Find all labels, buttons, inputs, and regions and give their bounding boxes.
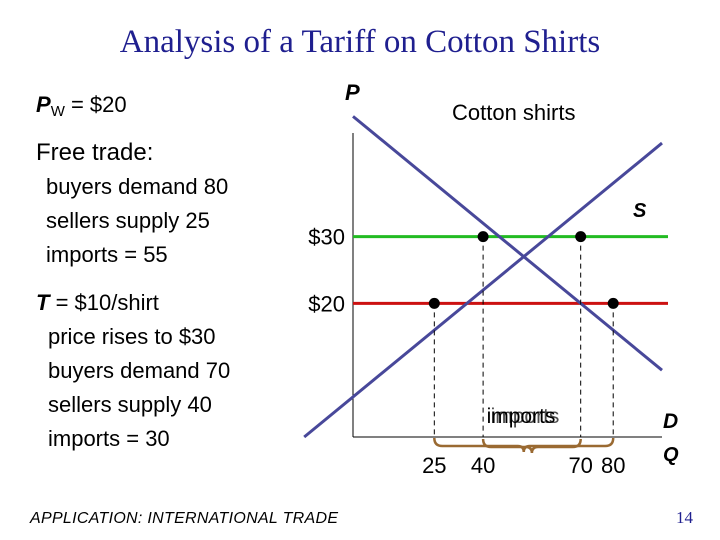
tariff-line: sellers supply 40 [48, 392, 212, 417]
tariff-line: imports = 30 [48, 426, 170, 451]
demand-curve [352, 115, 663, 372]
equilibrium-point [428, 297, 440, 309]
y-tick-label: $20 [308, 291, 345, 316]
tariff-line: price rises to $30 [48, 324, 216, 349]
world-price-subscript: W [50, 103, 65, 120]
imports-label: imports [491, 405, 560, 428]
x-tick-label: 25 [422, 453, 446, 478]
imports-bracket [433, 437, 615, 453]
imports-label: imports [487, 405, 556, 428]
footer-text: APPLICATION: INTERNATIONAL TRADE [30, 510, 339, 527]
equilibrium-point [607, 297, 619, 309]
demand-label: D [663, 410, 678, 433]
world-price-label: PW = $20 [36, 92, 127, 121]
equilibrium-point [575, 231, 587, 243]
equilibrium-point [477, 231, 489, 243]
imports-bracket [481, 438, 582, 454]
x-tick-label: 70 [568, 453, 592, 478]
free-trade-heading: Free trade: [36, 139, 154, 166]
chart-title: Cotton shirts [452, 100, 576, 125]
x-tick-label: 80 [601, 453, 625, 478]
free-trade-line: imports = 55 [46, 242, 168, 267]
y-axis-label: P [345, 80, 360, 105]
world-price-symbol: P [36, 92, 51, 117]
tariff-heading: T = $10/shirt [36, 290, 159, 316]
slide-title: Analysis of a Tariff on Cotton Shirts [119, 24, 601, 60]
supply-curve [303, 141, 663, 439]
tariff-symbol: T [36, 290, 50, 315]
x-axis-label: Q [663, 444, 679, 466]
tariff-line: buyers demand 70 [48, 358, 231, 383]
free-trade-line: buyers demand 80 [46, 174, 229, 199]
y-tick-label: $30 [308, 225, 345, 250]
world-price-value: = $20 [64, 92, 127, 117]
tariff-amount: = $10/shirt [49, 290, 159, 315]
page-number: 14 [676, 508, 693, 527]
x-tick-label: 40 [471, 453, 495, 478]
supply-label: S [633, 200, 647, 222]
free-trade-line: sellers supply 25 [46, 208, 210, 233]
